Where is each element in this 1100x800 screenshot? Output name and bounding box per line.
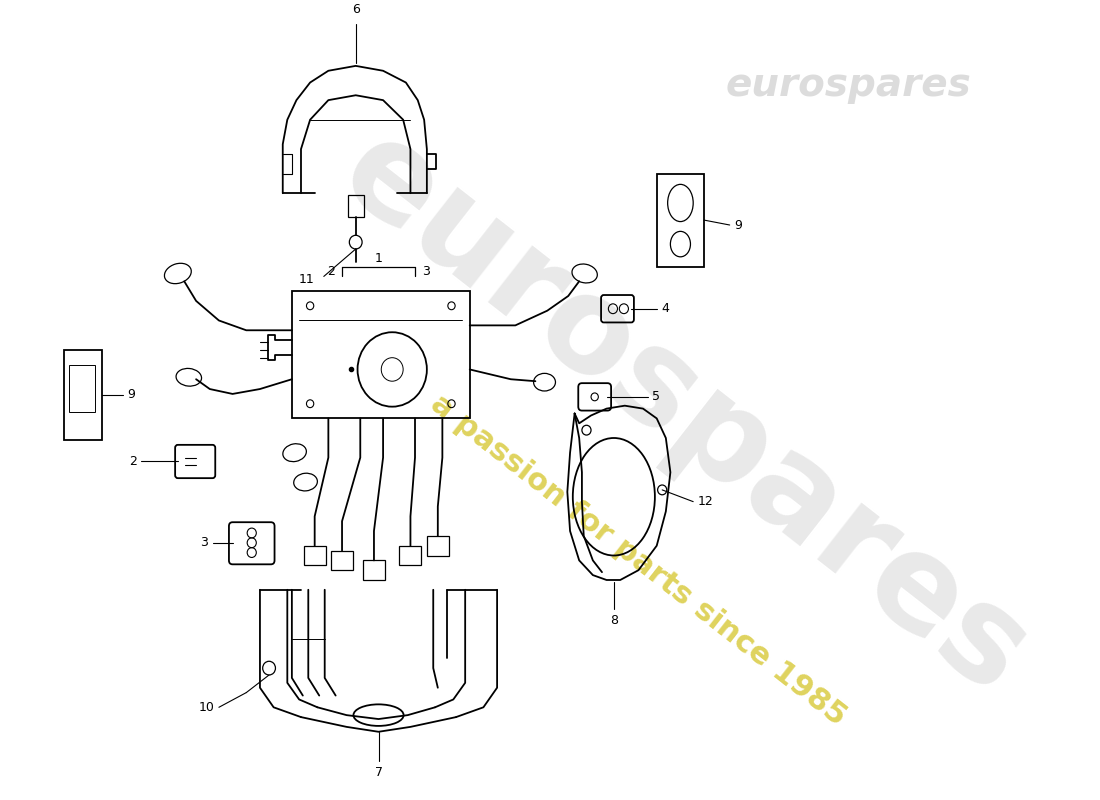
- Bar: [331, 550, 353, 570]
- Bar: [64, 350, 102, 440]
- Text: 3: 3: [422, 265, 430, 278]
- Text: 1: 1: [375, 252, 383, 266]
- Bar: [304, 546, 326, 566]
- Text: 6: 6: [352, 3, 360, 16]
- Text: 2: 2: [327, 265, 334, 278]
- Bar: [292, 291, 470, 418]
- Text: 2: 2: [129, 455, 136, 468]
- Text: 5: 5: [652, 390, 660, 403]
- Text: a passion for parts since 1985: a passion for parts since 1985: [426, 390, 851, 731]
- Text: 3: 3: [200, 536, 208, 550]
- Text: 10: 10: [198, 701, 214, 714]
- Bar: [69, 365, 95, 411]
- Text: 4: 4: [661, 302, 669, 315]
- Text: 8: 8: [609, 614, 618, 627]
- Text: 9: 9: [734, 218, 742, 231]
- Text: 9: 9: [128, 389, 135, 402]
- Bar: [348, 195, 364, 217]
- Text: eurospares: eurospares: [316, 106, 1052, 721]
- Text: eurospares: eurospares: [725, 66, 971, 105]
- Bar: [363, 561, 385, 580]
- Text: 7: 7: [374, 766, 383, 779]
- Text: 12: 12: [697, 495, 714, 508]
- Bar: [399, 546, 421, 566]
- Text: 11: 11: [299, 273, 315, 286]
- Bar: [427, 536, 449, 555]
- Bar: [657, 174, 704, 266]
